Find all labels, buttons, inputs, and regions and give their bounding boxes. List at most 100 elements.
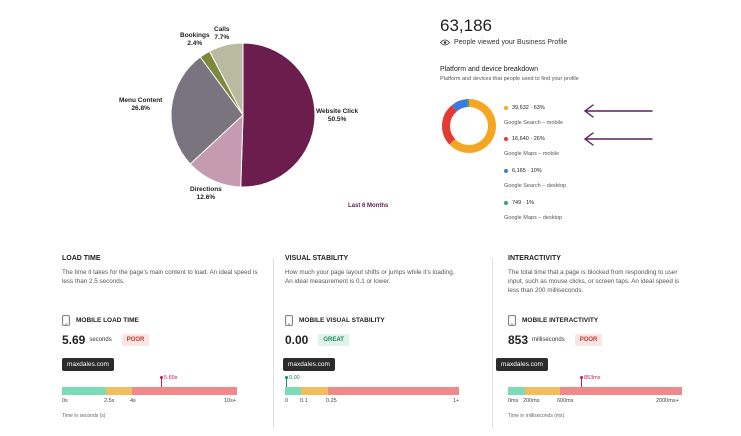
metric-unit: seconds [89,337,112,343]
bar-segment-poor [560,387,682,395]
phone-icon [508,315,516,326]
bar-segment-needs-improvement [525,387,560,395]
card-title: LOAD TIME [62,255,101,262]
threshold-bar [62,387,237,395]
metric-value-row: 0.00 GREAT [285,333,349,347]
value-marker [286,377,287,395]
legend-dot [504,200,508,205]
tick-label: 4s [130,398,136,404]
interactivity-card: INTERACTIVITY The total time that a page… [496,255,713,425]
bar-segment-good [285,387,301,395]
legend-item-search-mobile: 39,632 · 63% Google Search – mobile [504,99,563,126]
tick-label: 0.25 [326,398,337,404]
metric-value: 5.69 [62,333,86,347]
legend-item-maps-mobile: 16,640 · 26% Google Maps – mobile [504,130,559,157]
legend-dot [504,168,508,173]
legend-item-maps-desktop: 749 · 1% Google Maps – desktop [504,194,562,221]
legend-desc: Google Maps – mobile [504,151,560,157]
pie-label-directions: Directions 12.6% [190,186,222,201]
pie-label-menu-content: Menu Content 26.8% [119,97,163,112]
breakdown-subtitle: Platform and devices that people used to… [440,76,579,82]
metric-unit: milliseconds [532,337,565,343]
breakdown-title: Platform and device breakdown [440,66,539,73]
metric-header: MOBILE INTERACTIVITY [508,315,598,326]
marker-text: 0.00 [289,375,300,381]
eye-icon [440,39,450,46]
tick-label: 0 [285,398,289,404]
legend-desc: Google Search – mobile [504,120,564,126]
value-marker [581,377,582,395]
tick-label: 10s+ [224,398,237,404]
card-description: How much your page layout shifts or jump… [285,269,455,285]
metric-value-row: 853 milliseconds POOR [508,333,603,347]
pie-label-website-click: Website Click 50.5% [316,108,359,123]
marker-text: 5.69s [164,375,178,381]
total-views: 63,186 [440,16,492,35]
annotation-arrows [583,104,653,146]
bar-segment-good [62,387,106,395]
bar-segment-needs-improvement [301,387,328,395]
tick-label: 0s [62,398,68,404]
value-marker-dot [160,376,163,379]
device-donut-chart [442,99,496,153]
donut-segment-1 [442,105,458,145]
pie-slice-menu-content [170,56,244,165]
bar-segment-poor [132,387,237,395]
tick-label: 2000ms+ [656,398,679,404]
tick-label: 600ms [557,398,574,404]
site-tooltip: maxdales.com [62,358,114,371]
tick-label: 0.1 [300,398,308,404]
card-title: INTERACTIVITY [508,255,561,262]
bar-segment-poor [328,387,459,395]
pie-label-calls: Calls 7.7% [214,26,230,41]
legend-value: 16,640 · 26% [512,135,545,142]
visual-stability-card: VISUAL STABILITY How much your page layo… [283,255,490,425]
metric-value: 0.00 [285,333,309,347]
metric-label: MOBILE LOAD TIME [76,317,139,324]
card-description: The time it takes for the page's main co… [62,269,258,285]
status-badge: POOR [121,334,150,346]
card-description: The total time that a page is blocked fr… [508,269,680,294]
metric-label: MOBILE VISUAL STABILITY [299,317,385,324]
legend-value: 749 · 1% [512,199,535,206]
site-tooltip: maxdales.com [496,358,548,371]
metric-header: MOBILE VISUAL STABILITY [285,315,385,326]
axis-label: Time in seconds (s) [62,413,106,419]
status-badge: POOR [574,334,603,346]
legend-value: 39,632 · 63% [512,104,545,111]
legend-dot [504,136,508,141]
phone-icon [62,315,70,326]
pie-slice-website-click [240,42,316,188]
value-marker-dot [580,376,583,379]
pie-label-bookings: Bookings 2.4% [180,32,210,47]
card-title: VISUAL STABILITY [285,255,349,262]
donut-segment-0 [449,99,496,153]
bar-segment-good [508,387,525,395]
status-badge: GREAT [318,334,349,346]
value-marker [161,377,162,395]
viewed-caption: People viewed your Business Profile [440,39,567,46]
legend-desc: Google Search – desktop [504,183,567,189]
marker-text: 853ms [584,375,601,381]
tick-label: 0ms [508,398,519,404]
metric-label: MOBILE INTERACTIVITY [522,317,599,324]
tick-label: 1+ [453,398,460,404]
tick-label: 2.5s [104,398,115,404]
load-time-card: LOAD TIME The time it takes for the page… [62,255,267,425]
section-divider [492,258,493,428]
legend-dot [504,105,508,110]
legend-desc: Google Maps – desktop [504,215,563,221]
metric-value: 853 [508,333,529,347]
section-divider [273,258,274,428]
axis-label: Time in milliseconds (ms) [508,413,565,419]
metric-header: MOBILE LOAD TIME [62,315,139,326]
period-label: Last 6 Months [348,203,389,209]
bar-segment-needs-improvement [106,387,132,395]
site-tooltip: maxdales.com [283,358,335,371]
legend-value: 6,165 · 10% [512,167,542,174]
legend-item-search-desktop: 6,165 · 10% Google Search – desktop [504,162,566,189]
viewed-text: People viewed your Business Profile [454,39,568,46]
metric-value-row: 5.69 seconds POOR [62,333,150,347]
threshold-bar [508,387,682,395]
